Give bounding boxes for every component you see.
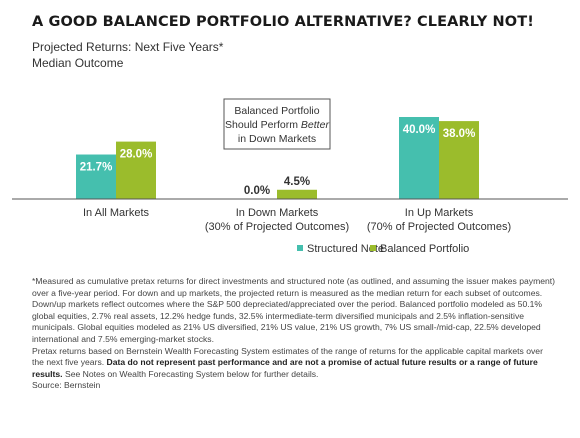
- chart-subtitle-outcome: Median Outcome: [32, 56, 124, 70]
- callout-box: Balanced Portfolio Should Perform Better…: [223, 98, 331, 150]
- bar-value-label: 21.7%: [80, 162, 113, 174]
- callout-line-3: in Down Markets: [238, 133, 316, 145]
- footnote-forecast-end: See Notes on Wealth Forecasting System b…: [62, 368, 319, 379]
- category-label: In Down Markets: [236, 207, 319, 219]
- footnote-disclaimer: Data do not represent past performance a…: [32, 357, 538, 379]
- footnote-methodology: *Measured as cumulative pretax returns f…: [32, 276, 556, 344]
- footnote: *Measured as cumulative pretax returns f…: [32, 276, 556, 392]
- category-label: In Up Markets: [405, 207, 474, 219]
- bar-structured-note: [399, 117, 439, 199]
- category-label: In All Markets: [83, 207, 150, 219]
- legend-label: Structured Note: [307, 243, 384, 255]
- callout-line-2-emphasis: Better: [301, 119, 330, 131]
- category-labels-group: In All Markets In Down Markets (30% of Pro…: [83, 207, 511, 233]
- bar-balanced-portfolio: [277, 189, 317, 199]
- bar-value-label: 28.0%: [120, 149, 153, 161]
- chart-title: A GOOD BALANCED PORTFOLIO ALTERNATIVE? C…: [32, 14, 534, 30]
- chart-subtitle: Projected Returns: Next Five Years*: [32, 40, 224, 54]
- legend-label: Balanced Portfolio: [380, 243, 469, 255]
- value-labels-group: 21.7% 28.0% 0.0% 4.5% 40.0% 38.0%: [80, 124, 476, 197]
- callout-line-1: Balanced Portfolio: [234, 105, 319, 117]
- bar-value-label: 0.0%: [244, 185, 270, 197]
- bar-balanced-portfolio: [439, 121, 479, 199]
- bar-value-label: 4.5%: [284, 176, 310, 188]
- bars-group: [76, 117, 479, 199]
- footnote-forecast-note: Pretax returns based on Bernstein Wealth…: [32, 346, 556, 381]
- callout-line-2: Should Perform Better: [225, 119, 329, 131]
- bar-value-label: 38.0%: [443, 128, 476, 140]
- legend-swatch-balanced-portfolio: [370, 245, 376, 251]
- category-label: (70% of Projected Outcomes): [367, 221, 511, 233]
- bar-value-label: 40.0%: [403, 124, 436, 136]
- category-label: (30% of Projected Outcomes): [205, 221, 349, 233]
- legend-swatch-structured-note: [297, 245, 303, 251]
- bar-balanced-portfolio: [116, 141, 156, 199]
- callout-line-2-prefix: Should Perform: [225, 119, 301, 131]
- bar-structured-note: [76, 154, 116, 199]
- footnote-forecast-start: Pretax returns based on Bernstein Wealth…: [32, 345, 543, 368]
- callout-border: [223, 98, 331, 150]
- bar-chart: Balanced Portfolio Should Perform Better…: [12, 98, 568, 255]
- footnote-source: Source: Bernstein: [32, 380, 101, 391]
